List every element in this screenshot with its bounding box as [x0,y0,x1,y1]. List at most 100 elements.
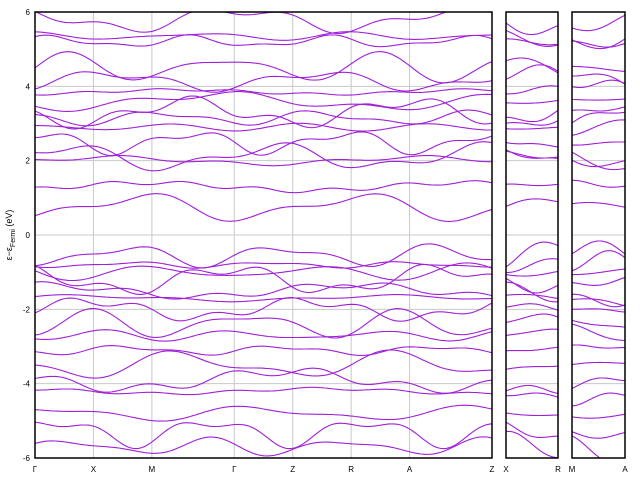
band-line [34,262,493,282]
band-line [505,365,559,370]
band-line [505,313,559,323]
x-tick-label: Γ [33,465,38,474]
band-line [505,142,559,148]
band-line [571,413,626,419]
band-line [34,294,493,303]
band-line [505,412,559,417]
band-layer [34,11,626,459]
band-line [505,109,559,123]
band-line [571,201,626,208]
x-tick-label: X [503,465,509,474]
band-line [571,293,626,308]
band-line [34,180,493,194]
band-line [34,263,493,295]
x-tick-label: R [555,465,561,474]
band-line [34,141,493,172]
band-line [571,40,626,48]
x-tick-label: M [569,465,576,474]
x-tick-label: A [622,465,628,474]
band-line [505,346,559,352]
x-tick-label: R [348,465,354,474]
panel-frame [571,11,626,459]
band-line [505,120,559,126]
band-line [572,308,626,313]
band-line [571,377,626,390]
band-line [571,240,626,255]
band-line [571,344,625,349]
band-line [571,435,625,459]
band-line [34,421,493,450]
band-line [34,261,492,269]
y-tick-label: -4 [23,380,31,389]
band-line [505,126,559,130]
band-line [505,29,559,47]
band-line [571,65,626,72]
y-axis-label-sub: Fermi [10,229,17,247]
y-axis-label-main: ε−ε [4,247,14,260]
band-line [34,307,493,339]
band-line [571,276,626,286]
band-line [571,323,625,342]
band-line [35,122,492,132]
y-axis-label-unit: (eV) [4,210,14,230]
band-line [572,98,626,101]
band-line [505,384,559,395]
y-tick-label: 0 [26,231,31,240]
band-line [572,179,626,188]
band-line [571,141,625,146]
band-line [34,329,493,342]
band-line [34,349,493,379]
band-line [505,293,559,300]
panel-frame [505,11,559,459]
band-line [571,79,626,89]
band-line [34,367,493,394]
band-line [505,303,559,311]
band-line [34,109,493,127]
x-tick-label: Z [290,465,295,474]
y-tick-label: -2 [23,305,31,314]
band-line [505,328,559,336]
panel-frame [34,11,493,459]
band-line [34,243,492,269]
y-tick-label: 2 [26,157,31,166]
band-line [571,431,626,439]
band-line [505,198,559,207]
band-line [34,95,493,130]
x-tick-label: Z [490,465,495,474]
band-line [34,281,493,300]
band-line [505,57,559,74]
band-line [34,11,493,35]
band-line [34,71,493,93]
band-line [505,258,559,274]
band-line [505,99,559,104]
band-line [34,131,493,157]
band-line [34,404,493,422]
band-line [34,193,493,222]
band-line [505,241,559,268]
band-line [505,430,559,459]
band-line [571,250,626,272]
band-line [572,73,626,85]
band-line [505,270,559,277]
band-line [34,51,493,84]
band-line [505,150,559,159]
band-line [506,38,559,46]
band-line [571,159,626,168]
band-line [505,64,559,80]
band-line [571,38,626,50]
band-line [571,14,626,32]
band-line [571,361,626,366]
band-line [34,436,493,457]
y-tick-label: 6 [26,8,31,17]
band-line [34,34,493,48]
frame-layer [34,11,626,459]
x-tick-label: Γ [232,465,237,474]
band-line [571,392,626,407]
x-tick-label: A [407,465,413,474]
band-line [505,22,559,36]
band-line [34,88,493,96]
band-line [506,85,559,95]
y-tick-label: 4 [26,82,31,91]
